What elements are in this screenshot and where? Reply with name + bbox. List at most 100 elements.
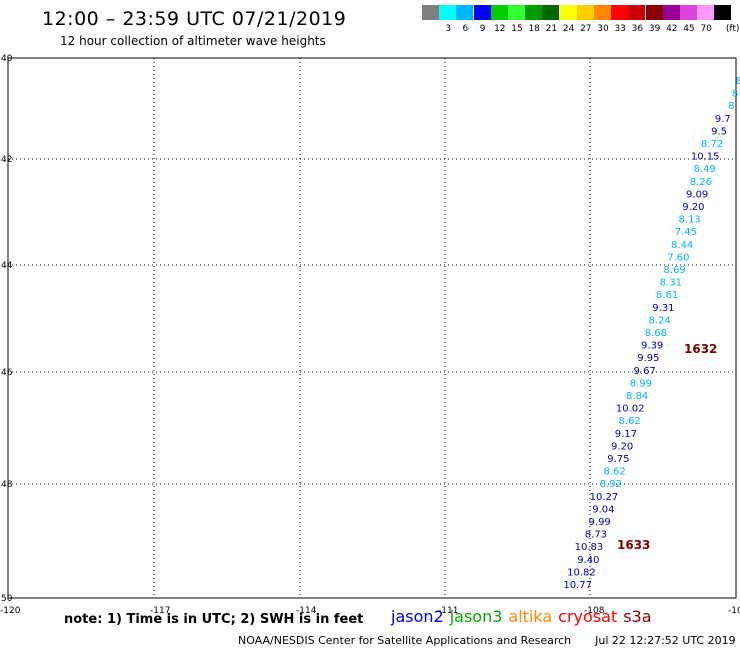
lon-tick-label: -120 (0, 606, 21, 616)
satellite-legend-item: altika (508, 607, 553, 626)
scale-label: 39 (648, 24, 661, 34)
wave-height-label: 8.92 (600, 479, 622, 490)
credit-text: NOAA/NESDIS Center for Satellite Applica… (238, 634, 572, 647)
wave-height-label: 10.77 (563, 580, 592, 591)
scale-label: 24 (562, 24, 575, 34)
wave-height-label: 7.45 (675, 227, 697, 238)
scale-label: 15 (511, 24, 523, 34)
lat-tick-label: 42 (1, 155, 12, 165)
wave-height-points: 8889.79.58.7210.158.498.269.099.208.137.… (563, 76, 740, 591)
wave-height-label: 9.04 (592, 504, 614, 515)
wave-height-label: 8.68 (645, 328, 667, 339)
lat-tick-label: 48 (1, 480, 13, 490)
scale-label: 6 (462, 24, 469, 34)
wave-height-label: 8.44 (671, 240, 693, 251)
wave-height-label: 10.02 (616, 404, 645, 415)
scale-swatch (697, 5, 715, 20)
scale-swatch (508, 5, 525, 20)
scale-swatch (628, 5, 646, 20)
scale-swatch (490, 5, 508, 20)
wave-height-label: 8.13 (679, 215, 701, 226)
wave-height-label: 8.31 (660, 278, 682, 289)
scale-swatch (714, 5, 732, 20)
scale-swatch (559, 5, 577, 20)
scale-swatch (680, 5, 697, 20)
scale-label: 45 (683, 24, 695, 34)
scale-label: 33 (614, 24, 626, 34)
lon-tick-label: -105 (728, 606, 740, 616)
wave-height-label: 9.20 (611, 441, 633, 452)
wave-height-label: 8 (736, 76, 740, 87)
wave-height-label: 8.73 (585, 530, 607, 541)
scale-label: 3 (445, 24, 452, 34)
scale-label: 70 (700, 24, 712, 34)
wave-height-label: 9.40 (577, 555, 599, 566)
pass-number-label: 1632 (684, 342, 717, 356)
wave-height-label: 8.62 (619, 416, 641, 427)
wave-height-label: 9.20 (682, 202, 704, 213)
credit-line: NOAA/NESDIS Center for Satellite Applica… (238, 634, 736, 647)
satellite-legend-item: cryosat (558, 607, 618, 626)
wave-height-label: 8.62 (604, 467, 626, 478)
scale-label: 36 (631, 24, 644, 34)
satellite-legend: jason2 jason3 altika cryosat s3a (391, 607, 658, 626)
scale-label: 42 (666, 24, 678, 34)
wave-height-label: 9.09 (686, 189, 708, 200)
generated-timestamp: Jul 22 12:27:52 UTC 2019 (595, 634, 736, 647)
wave-height-label: 8.72 (701, 139, 723, 150)
scale-swatch (525, 5, 543, 20)
chart-subtitle: 12 hour collection of altimeter wave hei… (60, 34, 326, 48)
lat-tick-label: 46 (1, 368, 13, 378)
wave-height-label: 8.61 (656, 290, 678, 301)
wave-height-label: 9.99 (589, 517, 611, 528)
scale-label: 21 (545, 24, 558, 34)
wave-height-label: 8.24 (649, 315, 671, 326)
wave-height-label: 9.31 (652, 303, 674, 314)
scale-swatch (542, 5, 560, 20)
pass-labels: 1632 1633 (617, 342, 717, 552)
wave-height-label: 8.49 (694, 164, 716, 175)
wave-height-label: 10.15 (691, 152, 720, 163)
wave-height-label: 10.27 (590, 492, 619, 503)
lon-tick-label: -117 (150, 606, 170, 616)
map-tick-labels: 40 42 44 46 48 50 -120 -117 -114 -111 -108 -105 (0, 54, 740, 616)
satellite-legend-item: jason2 (391, 607, 444, 626)
wave-height-label: 8.26 (690, 177, 712, 188)
wave-height-label: 8 (732, 89, 738, 100)
wave-height-label: 8.99 (630, 378, 652, 389)
wave-height-label: 10.82 (567, 567, 596, 578)
scale-swatch (439, 5, 457, 20)
wave-height-label: 8.69 (664, 265, 686, 276)
wave-height-label: 9.95 (637, 353, 659, 364)
satellite-legend-item: jason3 (449, 607, 503, 626)
scale-swatch (473, 5, 491, 20)
wave-height-label: 8 (728, 101, 734, 112)
wave-height-label: 9.5 (711, 126, 727, 137)
scale-label: 18 (528, 24, 540, 34)
lat-tick-label: 50 (1, 594, 13, 604)
map-grid (7, 57, 737, 599)
scale-swatch (611, 5, 629, 20)
scale-swatch (645, 5, 663, 20)
map-frame (7, 57, 737, 599)
lat-tick-label: 40 (1, 54, 13, 64)
lat-tick-label: 44 (1, 261, 13, 271)
scale-swatch (422, 5, 439, 20)
footer-note: note: 1) Time is in UTC; 2) SWH is in fe… (64, 612, 364, 627)
lon-tick-label: -114 (296, 606, 317, 616)
wave-height-label: 9.67 (634, 366, 656, 377)
wave-height-label: 9.7 (715, 114, 731, 125)
scale-swatch (594, 5, 611, 20)
lon-tick-label: -111 (438, 606, 458, 616)
scale-label: 27 (580, 24, 592, 34)
scale-swatch (456, 5, 474, 20)
satellite-legend-item: s3a (623, 607, 652, 626)
wave-height-label: 10.83 (575, 542, 604, 553)
lon-tick-label: -108 (584, 606, 605, 616)
scale-swatch (576, 5, 594, 20)
chart-title: 12:00 – 23:59 UTC 07/21/2019 (42, 8, 347, 30)
scale-label: 30 (597, 24, 609, 34)
scale-label: 9 (479, 24, 486, 34)
pass-number-label: 1633 (617, 538, 650, 552)
